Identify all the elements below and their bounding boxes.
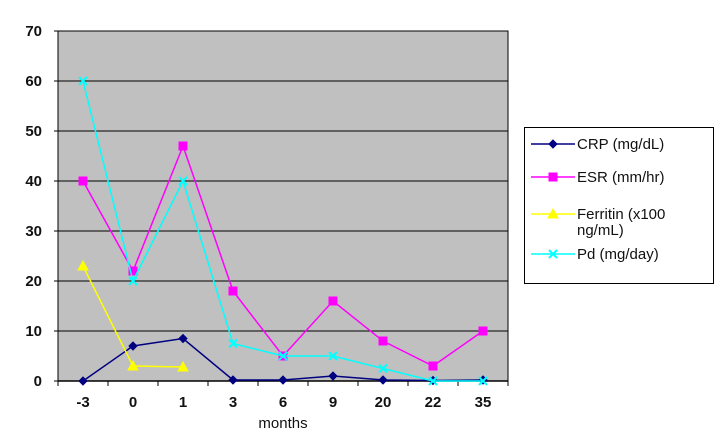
y-tick-label: 0 (34, 373, 42, 390)
x-axis-title: months (258, 415, 307, 432)
x-tick-label: 9 (329, 394, 337, 411)
data-point (378, 363, 388, 374)
data-point (77, 259, 89, 271)
y-tick-label: 70 (25, 23, 42, 40)
data-point (128, 276, 138, 286)
data-point (378, 375, 388, 385)
x-tick-label: 20 (375, 394, 392, 411)
series-3 (78, 76, 488, 386)
legend-label: Pd (mg/day) (577, 246, 659, 263)
legend-symbol (531, 172, 575, 182)
legend-symbol (531, 249, 575, 259)
y-axis-ticks: 0 10 20 30 40 50 60 70 (25, 23, 58, 390)
x-tick-label: 0 (129, 394, 137, 411)
data-point (177, 360, 189, 372)
legend-marker (547, 207, 559, 219)
y-tick-label: 30 (25, 223, 42, 240)
plot-background (57, 30, 509, 382)
data-point (178, 141, 188, 151)
data-point (478, 376, 488, 386)
plot-area (57, 30, 509, 382)
data-point (428, 376, 438, 386)
legend-label: Ferritin (x100 ng/mL) (577, 206, 666, 239)
data-point (228, 375, 238, 385)
data-point (78, 76, 88, 86)
data-point (328, 296, 338, 306)
legend-marker (548, 172, 558, 182)
data-point (278, 351, 288, 361)
x-tick-label: 6 (279, 394, 287, 411)
data-point (278, 375, 288, 385)
legend-label: ESR (mm/hr) (577, 169, 665, 186)
x-tick-label: 22 (425, 394, 442, 411)
series-layer (77, 76, 488, 386)
legend-label: CRP (mg/dL) (577, 136, 665, 153)
legend: CRP (mg/dL) ESR (mm/hr) Ferritin (x100 ng/… (524, 127, 714, 284)
data-point (127, 359, 139, 371)
data-point (228, 338, 238, 349)
data-point (178, 176, 188, 186)
x-tick-label: 3 (229, 394, 237, 411)
x-tick-label: 1 (179, 394, 187, 411)
x-axis-ticks: -3 0 1 3 6 9 20 22 35 (57, 381, 509, 411)
data-point (378, 336, 388, 346)
data-point (128, 266, 138, 276)
data-point (228, 286, 238, 296)
data-point (428, 361, 438, 371)
legend-symbol (531, 139, 575, 149)
y-tick-label: 20 (25, 273, 42, 290)
x-tick-label: -3 (76, 394, 89, 411)
data-point (78, 376, 88, 386)
series-2 (77, 259, 189, 372)
y-tick-label: 50 (25, 123, 42, 140)
y-tick-label: 60 (25, 73, 42, 90)
data-point (178, 333, 188, 344)
legend-marker (548, 139, 558, 149)
legend-symbol (531, 207, 575, 219)
data-point (478, 326, 488, 336)
x-tick-label: 35 (475, 394, 492, 411)
y-tick-label: 40 (25, 173, 42, 190)
legend-marker (548, 249, 558, 259)
y-tick-label: 10 (25, 323, 42, 340)
data-point (328, 351, 338, 361)
data-point (78, 176, 88, 186)
data-point (128, 341, 138, 351)
data-point (328, 371, 338, 381)
